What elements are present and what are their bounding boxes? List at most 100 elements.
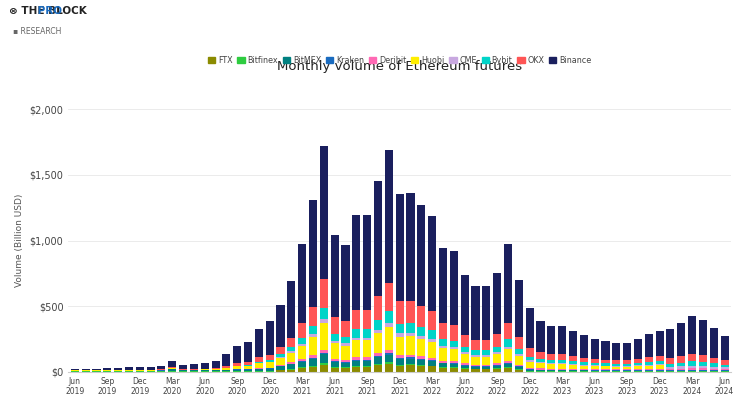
Bar <box>395 301 404 323</box>
Bar <box>222 368 230 369</box>
Bar <box>602 360 610 363</box>
Title: Monthly volume of Ethereum futures: Monthly volume of Ethereum futures <box>277 60 522 74</box>
Bar <box>309 358 317 359</box>
Bar <box>158 366 166 369</box>
Bar <box>656 371 664 372</box>
Bar <box>363 360 371 361</box>
Text: ⊗ THE BLOCK: ⊗ THE BLOCK <box>9 6 87 16</box>
Bar <box>450 363 458 364</box>
Bar <box>417 205 425 306</box>
Bar <box>320 146 328 279</box>
Bar <box>472 369 479 372</box>
Bar <box>277 366 284 367</box>
Bar <box>536 363 544 368</box>
Bar <box>374 180 382 296</box>
Bar <box>341 337 350 344</box>
Bar <box>136 371 144 372</box>
Bar <box>536 369 544 370</box>
Bar <box>526 307 534 348</box>
Bar <box>266 362 274 367</box>
Bar <box>526 368 534 369</box>
Bar <box>428 367 436 372</box>
Bar <box>634 363 642 365</box>
Bar <box>460 335 469 347</box>
Bar <box>363 361 371 366</box>
Bar <box>699 362 707 366</box>
Bar <box>514 349 523 354</box>
Bar <box>395 358 404 359</box>
Bar <box>526 362 534 368</box>
Bar <box>460 365 469 368</box>
Bar <box>493 273 501 335</box>
Bar <box>602 363 610 365</box>
Bar <box>602 371 610 372</box>
Bar <box>677 323 686 356</box>
Bar <box>352 340 361 358</box>
Bar <box>298 368 306 372</box>
Bar <box>699 366 707 368</box>
Bar <box>179 365 188 369</box>
Bar <box>104 368 111 370</box>
Bar <box>222 370 230 372</box>
Bar <box>590 371 598 372</box>
Bar <box>201 363 208 369</box>
Bar <box>417 339 425 356</box>
Bar <box>406 301 415 323</box>
Bar <box>450 364 458 367</box>
Bar <box>526 369 534 372</box>
Bar <box>460 347 469 353</box>
Bar <box>190 370 198 372</box>
Bar <box>211 370 220 372</box>
Bar <box>548 364 555 369</box>
Bar <box>645 371 652 372</box>
Bar <box>309 366 317 367</box>
Bar <box>222 366 230 368</box>
Bar <box>439 348 447 360</box>
Bar <box>472 365 479 366</box>
Bar <box>612 367 620 369</box>
Bar <box>395 323 404 333</box>
Bar <box>590 365 598 366</box>
Bar <box>255 368 263 369</box>
Bar <box>395 337 404 355</box>
Bar <box>395 365 404 366</box>
Bar <box>472 350 479 355</box>
Bar <box>385 327 393 350</box>
Bar <box>331 368 339 372</box>
Bar <box>536 321 544 352</box>
Bar <box>645 369 652 370</box>
Bar <box>482 351 490 356</box>
Bar <box>417 359 425 360</box>
Bar <box>439 363 447 367</box>
Bar <box>287 365 296 369</box>
Bar <box>255 369 263 372</box>
Bar <box>298 362 306 367</box>
Bar <box>450 341 458 347</box>
Bar <box>504 339 512 346</box>
Bar <box>320 323 328 350</box>
Bar <box>558 363 566 364</box>
Bar <box>374 365 382 372</box>
Bar <box>395 333 404 337</box>
Bar <box>623 360 632 364</box>
Bar <box>298 359 306 361</box>
Bar <box>331 367 339 368</box>
Bar <box>612 343 620 360</box>
Bar <box>363 358 371 360</box>
Bar <box>721 371 729 372</box>
Bar <box>309 356 317 358</box>
Bar <box>548 360 555 363</box>
Bar <box>602 365 610 367</box>
Bar <box>558 369 566 370</box>
Bar <box>352 215 361 309</box>
Y-axis label: Volume (Billion USD): Volume (Billion USD) <box>15 194 24 287</box>
Bar <box>266 355 274 360</box>
Bar <box>656 369 664 370</box>
Bar <box>569 365 577 369</box>
Bar <box>710 369 718 370</box>
Bar <box>450 347 458 349</box>
Bar <box>710 371 718 372</box>
Bar <box>233 365 242 366</box>
Bar <box>710 370 718 371</box>
Bar <box>114 371 122 372</box>
